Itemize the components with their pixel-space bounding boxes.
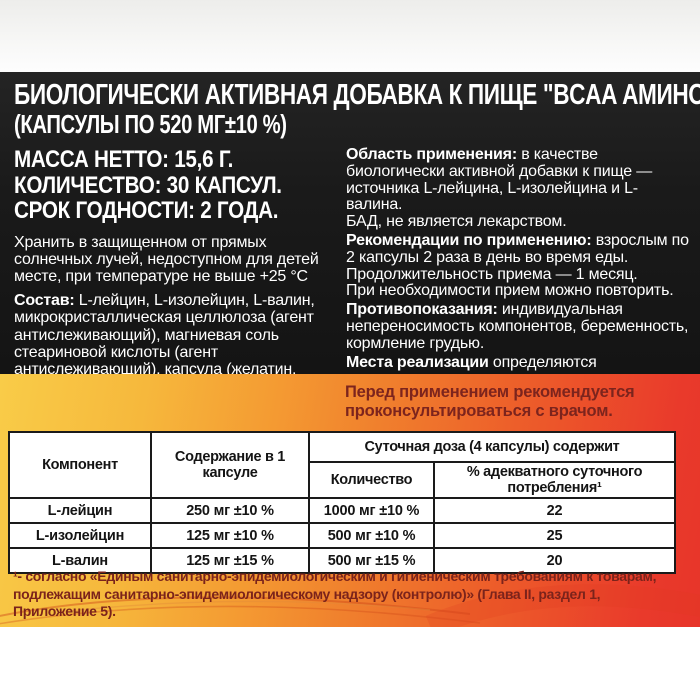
cell-quantity: 500 мг ±10 % bbox=[308, 522, 435, 549]
composition-label: Состав: bbox=[14, 291, 75, 309]
table-header-row-2: Количество % адекватного суточного потре… bbox=[9, 461, 676, 499]
label-left-column: МАССА НЕТТО: 15,6 Г. КОЛИЧЕСТВО: 30 КАПС… bbox=[14, 147, 336, 407]
cell-per-capsule: 250 мг ±10 % bbox=[150, 497, 310, 524]
net-weight: МАССА НЕТТО: 15,6 Г. bbox=[14, 146, 234, 173]
product-title: БИОЛОГИЧЕСКИ АКТИВНАЯ ДОБАВКА К ПИЩЕ "BC… bbox=[14, 80, 700, 139]
capsule-count: КОЛИЧЕСТВО: 30 КАПСУЛ. bbox=[14, 171, 282, 199]
cell-quantity: 1000 мг ±10 % bbox=[308, 497, 435, 524]
usage-recommendations-text: взрослым по 2 капсулы 2 раза в день во в… bbox=[346, 231, 689, 300]
col-header-per-capsule: Содержание в 1 капсуле bbox=[150, 431, 310, 499]
col-header-daily-dose-group: Суточная доза (4 капсулы) содержит bbox=[308, 431, 676, 463]
label-lower-panel: Перед применением рекомендуется проконсу… bbox=[0, 374, 700, 627]
product-facts: МАССА НЕТТО: 15,6 Г. КОЛИЧЕСТВО: 30 КАПС… bbox=[14, 147, 336, 224]
cell-component: L-изолейцин bbox=[8, 522, 152, 549]
section-usage-recommendations: Рекомендации по применению: взрослым по … bbox=[346, 231, 690, 300]
section-contraindications: Противопоказания: индивидуальная неперен… bbox=[346, 301, 690, 352]
cell-component: L-валин bbox=[8, 547, 152, 574]
sales-locations-label: Места реализации bbox=[346, 353, 489, 371]
table-header-row-1: Компонент Содержание в 1 капсуле Суточна… bbox=[8, 431, 676, 499]
cell-adequacy: 20 bbox=[433, 547, 676, 574]
cell-component: L-лейцин bbox=[8, 497, 152, 524]
storage-instructions: Хранить в защищенном от прямых солнечных… bbox=[14, 233, 319, 286]
cell-quantity: 500 мг ±15 % bbox=[308, 547, 435, 574]
cell-adequacy: 25 bbox=[433, 522, 676, 549]
col-header-component: Компонент bbox=[8, 431, 152, 499]
table-row-isoleucine: L-изолейцин 125 мг ±10 % 500 мг ±10 % 25 bbox=[8, 522, 676, 549]
product-title-line1: БИОЛОГИЧЕСКИ АКТИВНАЯ ДОБАВКА К ПИЩЕ "BC… bbox=[14, 79, 700, 111]
cell-adequacy: 22 bbox=[433, 497, 676, 524]
cell-per-capsule: 125 мг ±15 % bbox=[150, 547, 310, 574]
label-upper-panel: БИОЛОГИЧЕСКИ АКТИВНАЯ ДОБАВКА К ПИЩЕ "BC… bbox=[0, 72, 700, 404]
application-area-label: Область применения: bbox=[346, 146, 517, 163]
product-title-line2: (КАПСУЛЫ ПО 520 МГ±10 %) bbox=[14, 109, 287, 139]
label-columns: МАССА НЕТТО: 15,6 Г. КОЛИЧЕСТВО: 30 КАПС… bbox=[14, 146, 690, 407]
nutrition-table: Компонент Содержание в 1 капсуле Суточна… bbox=[8, 431, 676, 574]
cell-per-capsule: 125 мг ±10 % bbox=[150, 522, 310, 549]
doctor-consultation-advisory: Перед применением рекомендуется проконсу… bbox=[345, 383, 635, 420]
application-area-text: в качестве биологически активной добавки… bbox=[346, 146, 653, 231]
usage-recommendations-label: Рекомендации по применению: bbox=[346, 231, 592, 249]
section-application-area: Область применения: в качестве биологиче… bbox=[346, 146, 690, 231]
label-right-column: Область применения: в качестве биологиче… bbox=[336, 146, 690, 407]
contraindications-label: Противопоказания: bbox=[346, 301, 498, 319]
shelf-life: СРОК ГОДНОСТИ: 2 ГОДА. bbox=[14, 197, 279, 224]
table-row-leucine: L-лейцин 250 мг ±10 % 1000 мг ±10 % 22 bbox=[8, 497, 676, 524]
col-header-adequacy: % адекватного суточного потребления¹ bbox=[433, 461, 676, 499]
col-header-quantity: Количество bbox=[308, 461, 435, 499]
contraindications-text: индивидуальная непереносимость компонент… bbox=[346, 301, 689, 352]
table-row-valine: L-валин 125 мг ±15 % 500 мг ±15 % 20 bbox=[8, 547, 676, 574]
regulatory-footnote: ¹- согласно «Единым санитарно-эпидемиоло… bbox=[13, 568, 657, 619]
